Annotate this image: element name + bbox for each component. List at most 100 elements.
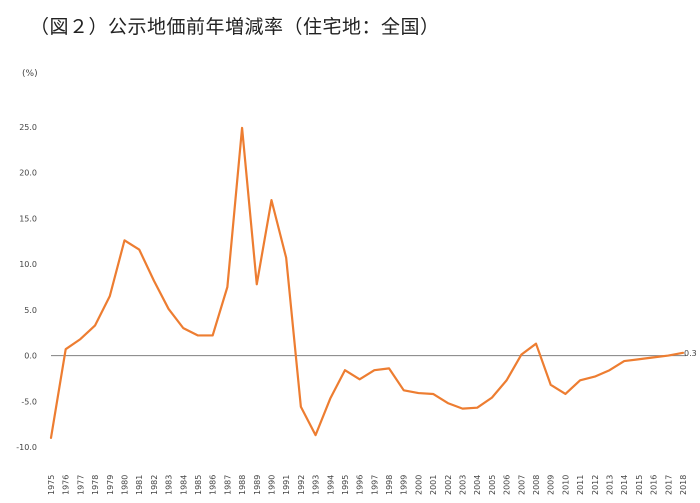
- data-point: [226, 286, 228, 288]
- x-tick-label: 2010: [561, 475, 570, 495]
- y-tick-label: 25.0: [19, 123, 37, 132]
- data-point: [315, 434, 317, 436]
- x-tick-label: 1975: [47, 475, 56, 495]
- data-point: [403, 389, 405, 391]
- x-tick-label: 2011: [576, 475, 585, 495]
- x-tick-label: 1993: [312, 475, 321, 495]
- data-point: [638, 358, 640, 360]
- y-tick-label: 5.0: [24, 306, 37, 315]
- data-point: [373, 369, 375, 371]
- x-tick-label: 2001: [429, 475, 438, 495]
- data-point: [329, 398, 331, 400]
- x-tick-label: 1986: [209, 475, 218, 495]
- x-tick-label: 1996: [356, 475, 365, 495]
- x-tick-label: 1989: [253, 475, 262, 495]
- data-point: [623, 360, 625, 362]
- x-tick-label: 2003: [459, 475, 468, 495]
- data-point: [344, 369, 346, 371]
- x-tick-label: 1992: [297, 475, 306, 495]
- data-point: [520, 354, 522, 356]
- data-point: [491, 397, 493, 399]
- data-point: [550, 384, 552, 386]
- data-point: [241, 127, 243, 129]
- data-point: [447, 402, 449, 404]
- x-tick-label: 1991: [282, 475, 291, 495]
- x-tick-label: 1994: [326, 475, 335, 495]
- x-tick-label: 1979: [106, 475, 115, 495]
- data-point: [462, 408, 464, 410]
- x-tick-label: 1982: [150, 475, 159, 495]
- data-point: [653, 356, 655, 358]
- data-point: [564, 393, 566, 395]
- x-tick-label: 2007: [517, 475, 526, 495]
- data-point: [50, 437, 52, 439]
- x-tick-label: 2008: [532, 475, 541, 495]
- x-tick-label: 2009: [547, 475, 556, 495]
- data-point: [388, 367, 390, 369]
- data-point: [109, 295, 111, 297]
- x-tick-label: 2005: [488, 475, 497, 495]
- x-tick-label: 1999: [400, 475, 409, 495]
- x-tick-label: 1990: [267, 475, 276, 495]
- data-point: [168, 308, 170, 310]
- x-tick-label: 1997: [370, 475, 379, 495]
- y-tick-label: 15.0: [19, 214, 37, 223]
- y-tick-label: 10.0: [19, 260, 37, 269]
- data-point: [153, 280, 155, 282]
- x-tick-label: 1977: [76, 475, 85, 495]
- x-tick-label: 1983: [165, 475, 174, 495]
- data-point: [417, 392, 419, 394]
- y-tick-label: 0.0: [24, 352, 37, 361]
- data-point: [94, 324, 96, 326]
- data-point: [138, 249, 140, 251]
- x-tick-label: 2015: [635, 475, 644, 495]
- x-tick-label: 1980: [120, 475, 129, 495]
- data-point: [285, 257, 287, 259]
- y-tick-label: -10.0: [16, 443, 37, 452]
- data-point: [579, 379, 581, 381]
- end-value-label: 0.3: [684, 349, 697, 358]
- x-tick-label: 1987: [223, 475, 232, 495]
- data-point: [506, 379, 508, 381]
- x-tick-label: 1978: [91, 475, 100, 495]
- x-tick-label: 1981: [135, 475, 144, 495]
- y-axis-unit-label: (%): [22, 69, 38, 79]
- y-tick-label: 20.0: [19, 169, 37, 178]
- y-tick-label: -5.0: [21, 397, 37, 406]
- data-point: [609, 369, 611, 371]
- data-point: [476, 407, 478, 409]
- x-tick-label: 1998: [385, 475, 394, 495]
- data-point: [123, 239, 125, 241]
- x-tick-label: 2014: [620, 475, 629, 495]
- data-point: [79, 338, 81, 340]
- x-tick-label: 2002: [444, 475, 453, 495]
- x-tick-label: 1976: [62, 475, 71, 495]
- x-tick-label: 2018: [679, 475, 688, 495]
- x-tick-label: 2016: [650, 475, 659, 495]
- data-point: [65, 348, 67, 350]
- data-point: [197, 334, 199, 336]
- data-point: [270, 199, 272, 201]
- data-point: [182, 327, 184, 329]
- data-point: [535, 343, 537, 345]
- data-point: [594, 376, 596, 378]
- data-point: [667, 355, 669, 357]
- x-tick-label: 2017: [664, 475, 673, 495]
- x-tick-label: 2004: [473, 475, 482, 495]
- chart-title: （図２）公示地価前年増減率（住宅地：全国）: [30, 16, 440, 38]
- x-tick-label: 1995: [341, 475, 350, 495]
- x-tick-label: 1984: [179, 475, 188, 495]
- x-tick-label: 2006: [503, 475, 512, 495]
- x-tick-label: 2000: [414, 475, 423, 495]
- x-tick-label: 1988: [238, 475, 247, 495]
- x-tick-label: 2013: [606, 475, 615, 495]
- data-point: [256, 283, 258, 285]
- data-point: [359, 378, 361, 380]
- data-point: [300, 406, 302, 408]
- x-tick-label: 1985: [194, 475, 203, 495]
- data-point: [432, 393, 434, 395]
- x-tick-label: 2012: [591, 475, 600, 495]
- data-line-series: [49, 126, 685, 439]
- data-point: [212, 334, 214, 336]
